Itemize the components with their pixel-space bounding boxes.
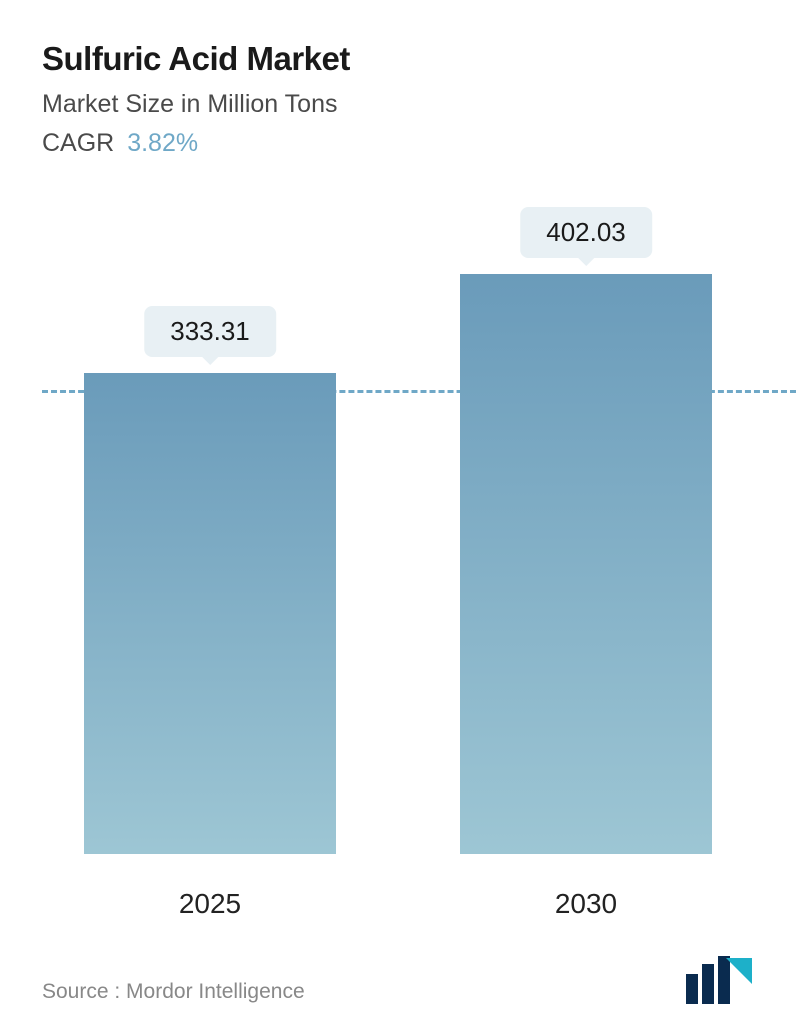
x-label-2030: 2030	[460, 888, 712, 920]
cagr-row: CAGR 3.82%	[42, 129, 754, 158]
mordor-logo-icon	[682, 956, 754, 1004]
x-axis-labels: 2025 2030	[42, 874, 754, 920]
chart-area: 333.31 402.03	[42, 208, 754, 874]
bar-2030	[460, 274, 712, 854]
cagr-label: CAGR	[42, 129, 114, 157]
value-label-2025: 333.31	[144, 306, 276, 357]
chart-container: Sulfuric Acid Market Market Size in Mill…	[0, 0, 796, 1034]
chart-title: Sulfuric Acid Market	[42, 40, 754, 78]
value-label-2030: 402.03	[520, 207, 652, 258]
chart-subtitle: Market Size in Million Tons	[42, 90, 754, 119]
source-text: Source : Mordor Intelligence	[42, 980, 305, 1004]
x-label-2025: 2025	[84, 888, 336, 920]
bar-slot-2025: 333.31	[84, 208, 336, 854]
bars-group: 333.31 402.03	[42, 208, 754, 854]
bar-slot-2030: 402.03	[460, 208, 712, 854]
chart-footer: Source : Mordor Intelligence	[42, 920, 754, 1004]
bar-2025	[84, 373, 336, 854]
cagr-value: 3.82%	[127, 129, 198, 157]
